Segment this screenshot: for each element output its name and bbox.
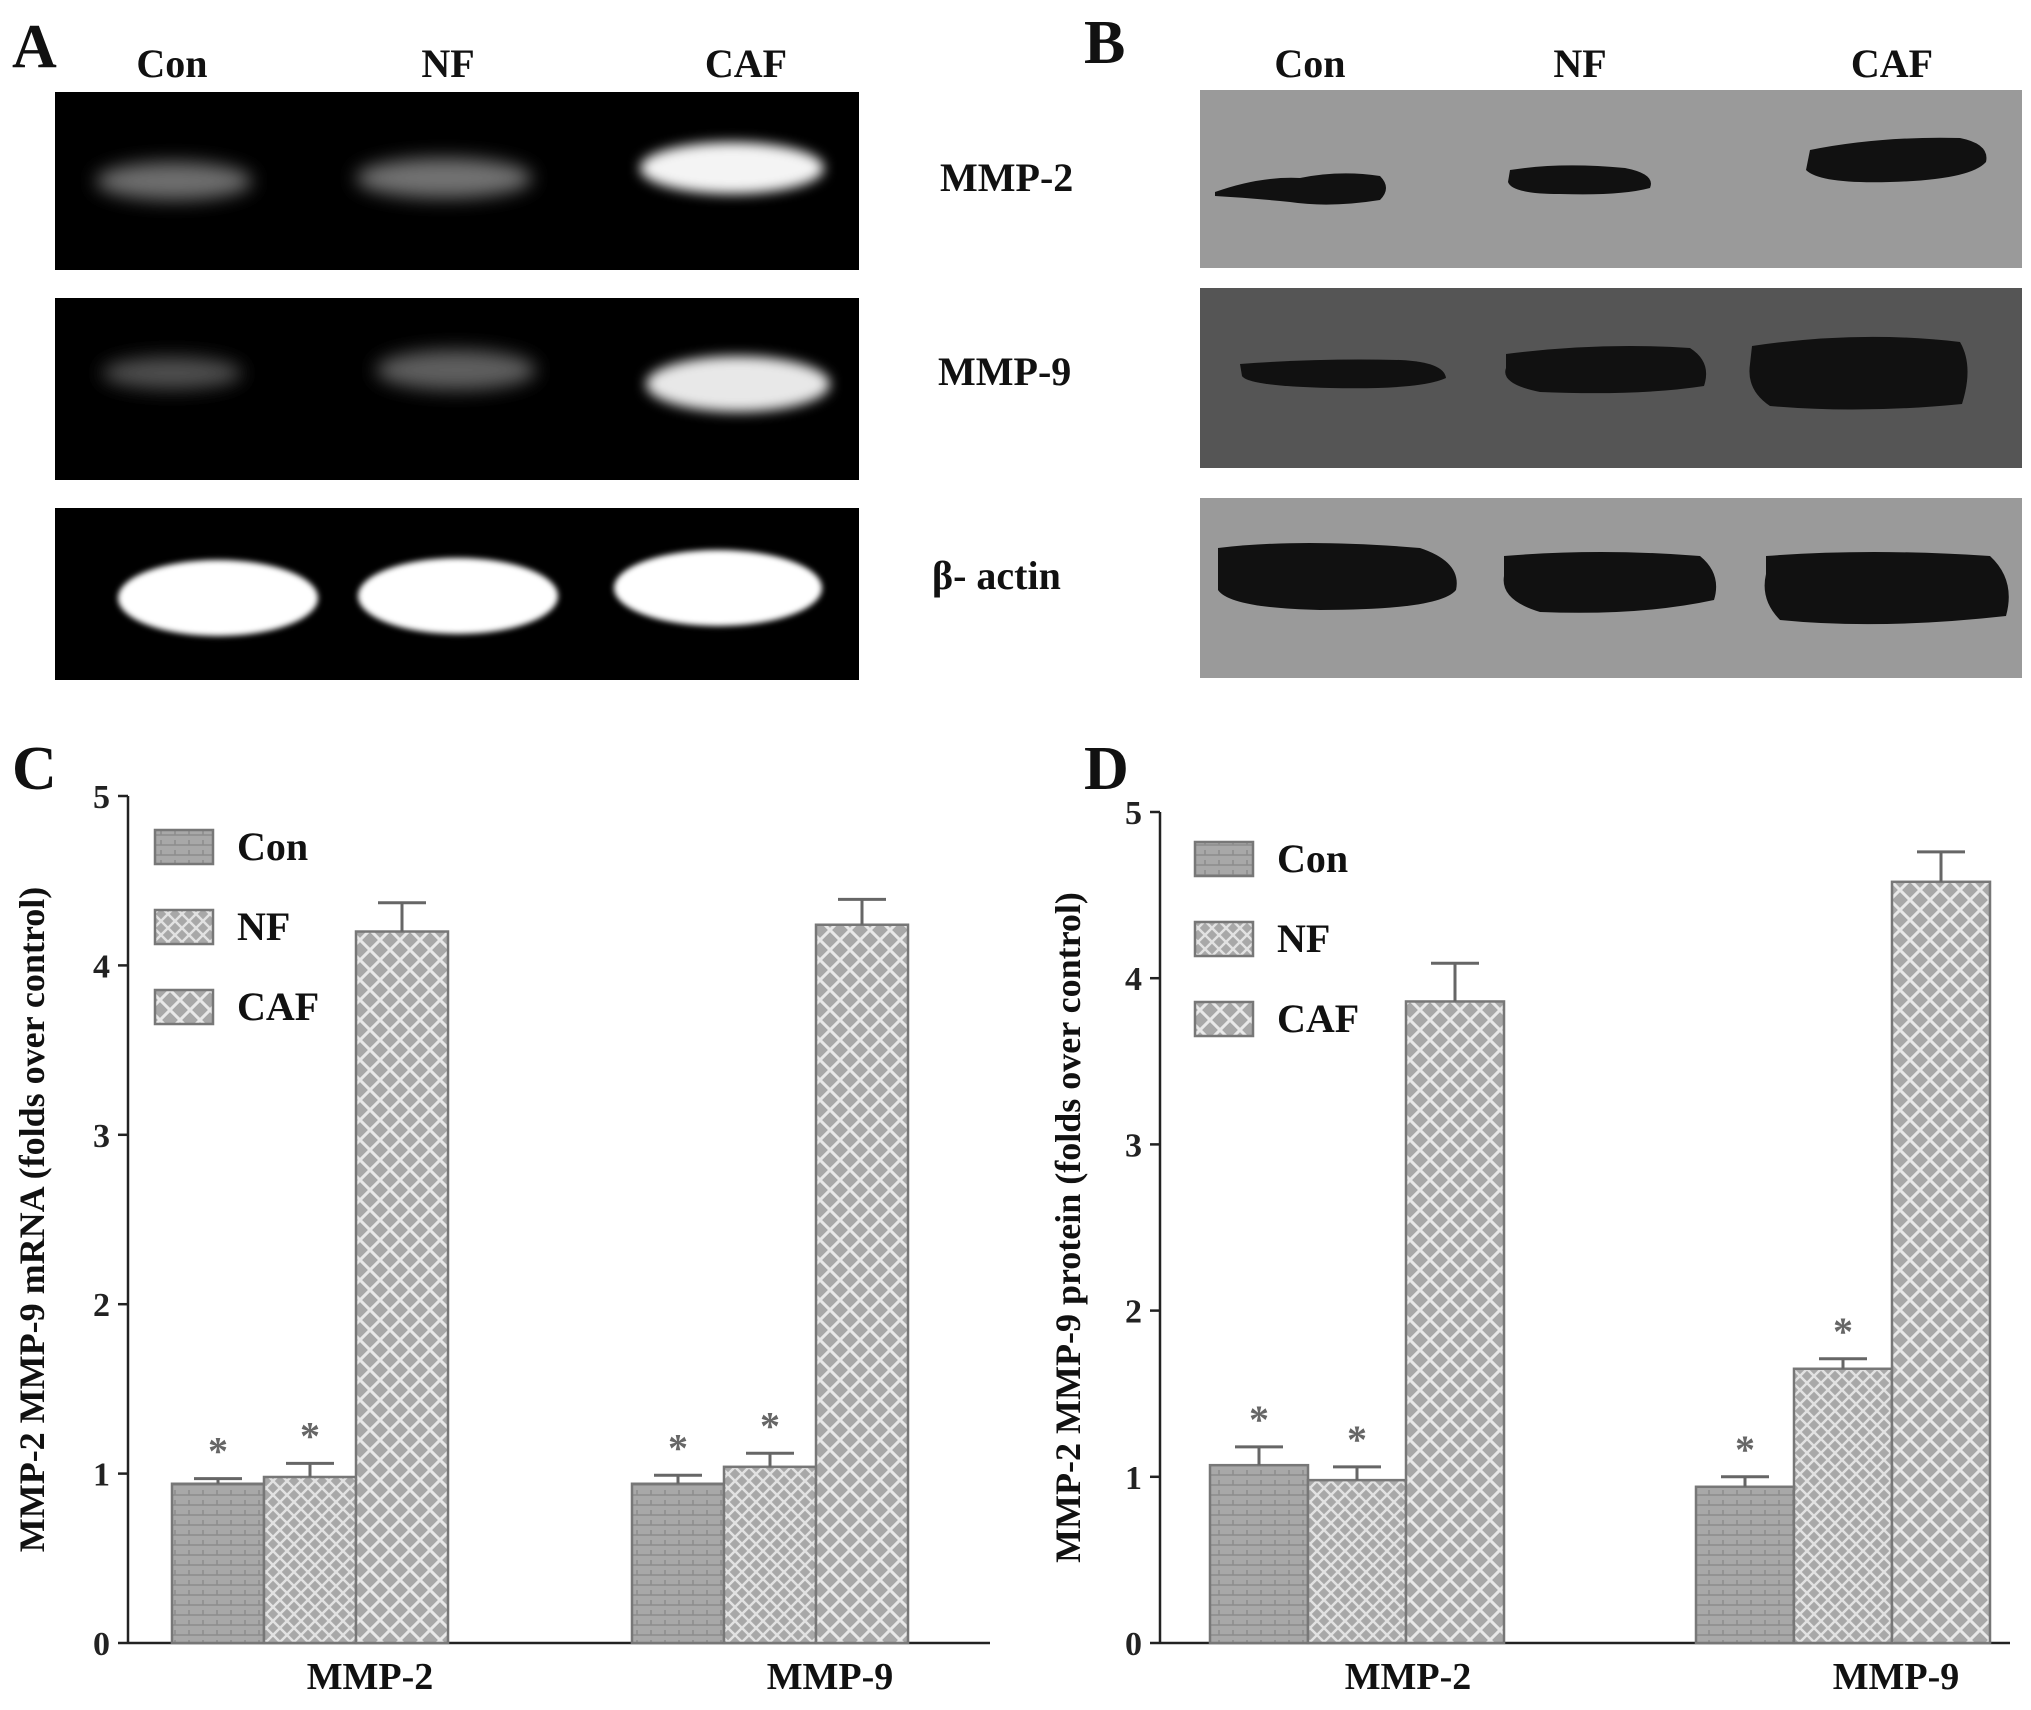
y-tick-label: 2 (93, 1287, 110, 1324)
mrna-bar-chart: 0 1 2 3 4 5 MMP-2 MMP-9 mRNA (folds over contr… (12, 779, 990, 1698)
y-tick-label: 3 (1125, 1127, 1142, 1164)
bar-caf-mmp-9 (814, 923, 910, 1645)
panel-letter-a: A (12, 13, 57, 81)
significance-star: * (1833, 1309, 1853, 1354)
bar-con-mmp-2 (1208, 1463, 1310, 1645)
gel-band-actin-caf (614, 550, 822, 626)
significance-star: * (760, 1403, 780, 1448)
gel-band-mmp2-nf (356, 158, 532, 198)
bar-nf-mmp-2 (262, 1475, 358, 1645)
legend-label-caf: CAF (1277, 996, 1359, 1041)
gel-band-actin-con (118, 560, 318, 636)
y-tick-label: 0 (93, 1626, 110, 1663)
y-tick-label: 4 (1125, 961, 1142, 998)
significance-star: * (300, 1413, 320, 1458)
blot-strip-actin (1200, 498, 2022, 678)
legend-label-con: Con (237, 824, 308, 869)
legend-swatch-nf (1193, 920, 1255, 958)
gel-band-mmp9-nf (376, 350, 536, 390)
gel-band-mmp9-con (102, 357, 242, 389)
bar-caf-mmp-2 (1404, 1000, 1506, 1645)
blot-band-mmp2-nf (1508, 165, 1651, 195)
blot-lane-label-caf: CAF (1850, 41, 1934, 86)
x-category-label: MMP-2 (1345, 1656, 1472, 1698)
gel-lane-label-caf: CAF (704, 41, 788, 86)
bar-con-mmp-9 (630, 1482, 726, 1645)
bar-caf-mmp-9 (1890, 880, 1992, 1645)
legend-label-nf: NF (237, 904, 290, 949)
legend-label-nf: NF (1277, 916, 1330, 961)
blot-strip-mmp2 (1200, 90, 2022, 268)
x-category-label: MMP-9 (767, 1656, 894, 1698)
y-tick-label: 0 (1125, 1626, 1142, 1663)
bar-nf-mmp-9 (722, 1465, 818, 1645)
significance-star: * (208, 1429, 228, 1474)
blot-band-actin-nf (1503, 552, 1717, 613)
y-tick-label: 3 (93, 1118, 110, 1155)
blot-band-actin-caf (1764, 552, 2009, 625)
y-tick-label: 1 (1125, 1460, 1142, 1497)
blot-band-actin-con (1218, 543, 1457, 610)
x-category-label: MMP-9 (1833, 1656, 1960, 1698)
bar-nf-mmp-2 (1306, 1478, 1408, 1645)
panel-letter-c: C (12, 735, 57, 803)
significance-star: * (668, 1425, 688, 1470)
bar-caf-mmp-2 (354, 930, 450, 1645)
y-tick-label: 4 (93, 948, 110, 985)
y-axis-label: MMP-2 MMP-9 mRNA (folds over control) (12, 887, 52, 1553)
legend-swatch-con (153, 828, 215, 866)
gel-band-mmp9-caf (646, 356, 830, 412)
legend-swatch-caf (153, 988, 215, 1026)
blot-lane-label-con: Con (1274, 41, 1346, 86)
legend-swatch-nf (153, 908, 215, 946)
panel-letter-b: B (1084, 9, 1126, 77)
gel-row-label-actin: β- actin (932, 553, 1061, 598)
gel-and-blot-images (55, 90, 2022, 680)
significance-star: * (1249, 1397, 1269, 1442)
gel-band-mmp2-con (96, 162, 252, 200)
gel-band-actin-nf (358, 558, 558, 634)
blot-band-mmp9-nf (1505, 346, 1707, 394)
gel-lane-label-con: Con (136, 41, 208, 86)
gel-lane-label-nf: NF (421, 41, 475, 86)
gel-strip-mmp2 (55, 92, 859, 270)
bar-con-mmp-9 (1694, 1485, 1796, 1645)
gel-row-label-mmp2: MMP-2 (940, 155, 1074, 200)
gel-band-mmp2-caf (640, 142, 824, 194)
bar-nf-mmp-9 (1792, 1367, 1894, 1645)
legend-label-con: Con (1277, 836, 1348, 881)
blot-strip-mmp9 (1200, 288, 2022, 468)
y-tick-label: 1 (93, 1457, 110, 1494)
gel-row-label-mmp9: MMP-9 (938, 349, 1072, 394)
y-tick-label: 5 (1125, 795, 1142, 832)
blot-band-mmp2-caf (1806, 137, 1987, 183)
bar-con-mmp-2 (170, 1482, 266, 1645)
legend-swatch-caf (1193, 1000, 1255, 1038)
significance-star: * (1735, 1427, 1755, 1472)
blot-lane-label-nf: NF (1553, 41, 1607, 86)
gel-strip-actin (55, 508, 859, 680)
y-axis-label: MMP-2 MMP-9 protein (folds over control) (1048, 892, 1088, 1563)
y-tick-label: 2 (1125, 1294, 1142, 1331)
x-category-label: MMP-2 (307, 1656, 434, 1698)
significance-star: * (1347, 1417, 1367, 1462)
protein-bar-chart: 0 1 2 3 4 5 MMP-2 MMP-9 protein (folds over co… (1048, 795, 2010, 1698)
blot-band-mmp9-con (1240, 359, 1446, 389)
gel-strip-mmp9 (55, 298, 859, 480)
y-tick-label: 5 (93, 779, 110, 816)
blot-band-mmp2-con (1215, 173, 1386, 205)
panel-letter-d: D (1084, 735, 1129, 803)
legend-label-caf: CAF (237, 984, 319, 1029)
legend-swatch-con (1193, 840, 1255, 878)
blot-band-mmp9-caf (1749, 336, 1968, 410)
